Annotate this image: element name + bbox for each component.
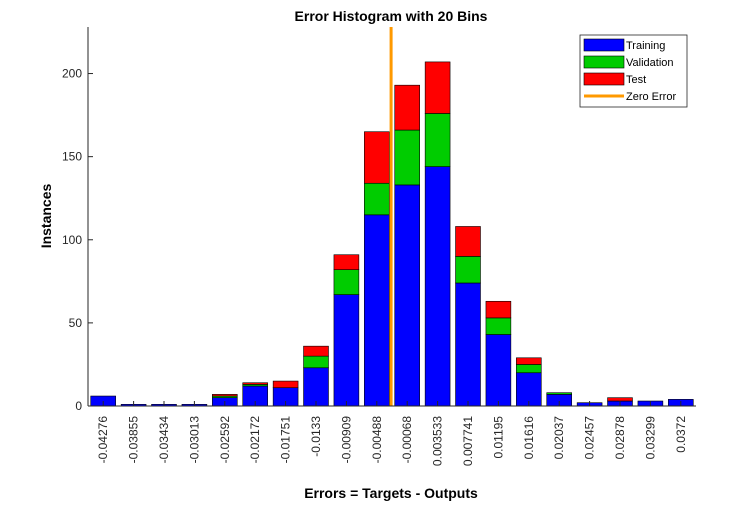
bar-test-9 [364, 131, 390, 184]
x-tick-label-17: 0.02878 [613, 416, 627, 460]
bar-test-6 [272, 380, 299, 389]
x-tick-label-5: -0.02172 [248, 416, 262, 464]
x-axis-label: Errors = Targets - Outputs [304, 485, 478, 501]
bar-test-14 [516, 357, 542, 365]
legend: Training Validation Test Zero Error [579, 34, 688, 108]
y-tick-label-0: 0 [75, 399, 82, 413]
bar-validation-9 [364, 182, 390, 216]
bar-validation-11 [424, 113, 451, 167]
x-tick-label-16: 0.02457 [583, 416, 597, 460]
y-tick-label-1: 50 [69, 316, 83, 330]
bar-test-10 [394, 84, 420, 131]
chart-title: Error Histogram with 20 Bins [295, 8, 488, 24]
x-tick-label-19: 0.0372 [674, 416, 688, 453]
x-tick-label-8: -0.00909 [339, 416, 353, 464]
x-tick-label-7: -0.0133 [309, 416, 323, 457]
x-tick-label-10: -0.00068 [400, 416, 414, 464]
bar-training-9 [364, 214, 390, 407]
bar-test-13 [485, 300, 512, 319]
x-tick-label-0: -0.04276 [96, 416, 110, 464]
bar-validation-8 [333, 269, 360, 295]
x-tick-label-14: 0.01616 [522, 416, 536, 460]
x-tick-label-6: -0.01751 [279, 416, 293, 464]
y-tick-label-3: 150 [62, 150, 82, 164]
bar-test-8 [333, 254, 360, 270]
x-tick-label-1: -0.03855 [127, 416, 141, 464]
legend-label-0: Training [626, 40, 665, 52]
bar-test-17 [607, 397, 633, 402]
bar-validation-10 [394, 129, 420, 186]
bar-training-12 [455, 282, 481, 407]
bar-validation-13 [485, 317, 512, 335]
x-tick-label-9: -0.00488 [370, 416, 384, 464]
legend-swatch-1 [583, 55, 625, 69]
bar-training-10 [394, 184, 420, 407]
bar-test-11 [424, 61, 451, 114]
bar-test-7 [303, 345, 329, 357]
bar-test-4 [212, 394, 238, 397]
bar-training-7 [303, 367, 329, 407]
x-tick-label-18: 0.03299 [643, 416, 657, 460]
x-tick-label-12: 0.007741 [461, 416, 475, 466]
legend-label-1: Validation [626, 57, 674, 69]
x-tick-label-15: 0.02037 [552, 416, 566, 460]
legend-label-2: Test [626, 74, 646, 86]
legend-label-3: Zero Error [626, 91, 676, 103]
x-tick-label-4: -0.02592 [218, 416, 232, 464]
x-tick-label-3: -0.03013 [187, 416, 201, 464]
bar-validation-12 [455, 256, 481, 284]
bar-training-13 [485, 334, 512, 407]
plot-area: 0 50 100 150 200 -0.04276 -0.03855 -0.03434 -0.0… [62, 27, 696, 466]
x-tick-label-2: -0.03434 [157, 416, 171, 464]
x-tick-label-13: 0.01195 [491, 416, 505, 459]
bar-validation-14 [516, 364, 542, 374]
bar-validation-7 [303, 355, 329, 369]
x-tick-label-11: 0.003533 [431, 416, 445, 466]
legend-swatch-2 [583, 72, 625, 86]
bar-test-12 [455, 226, 481, 257]
legend-swatch-0 [583, 38, 625, 52]
y-axis-label: Instances [38, 183, 54, 248]
y-tick-label-2: 100 [62, 233, 82, 247]
bar-training-11 [424, 166, 451, 407]
bar-test-5 [242, 382, 268, 385]
bar-validation-15 [546, 392, 572, 395]
y-tick-label-4: 200 [62, 67, 82, 81]
bar-training-8 [333, 294, 360, 407]
